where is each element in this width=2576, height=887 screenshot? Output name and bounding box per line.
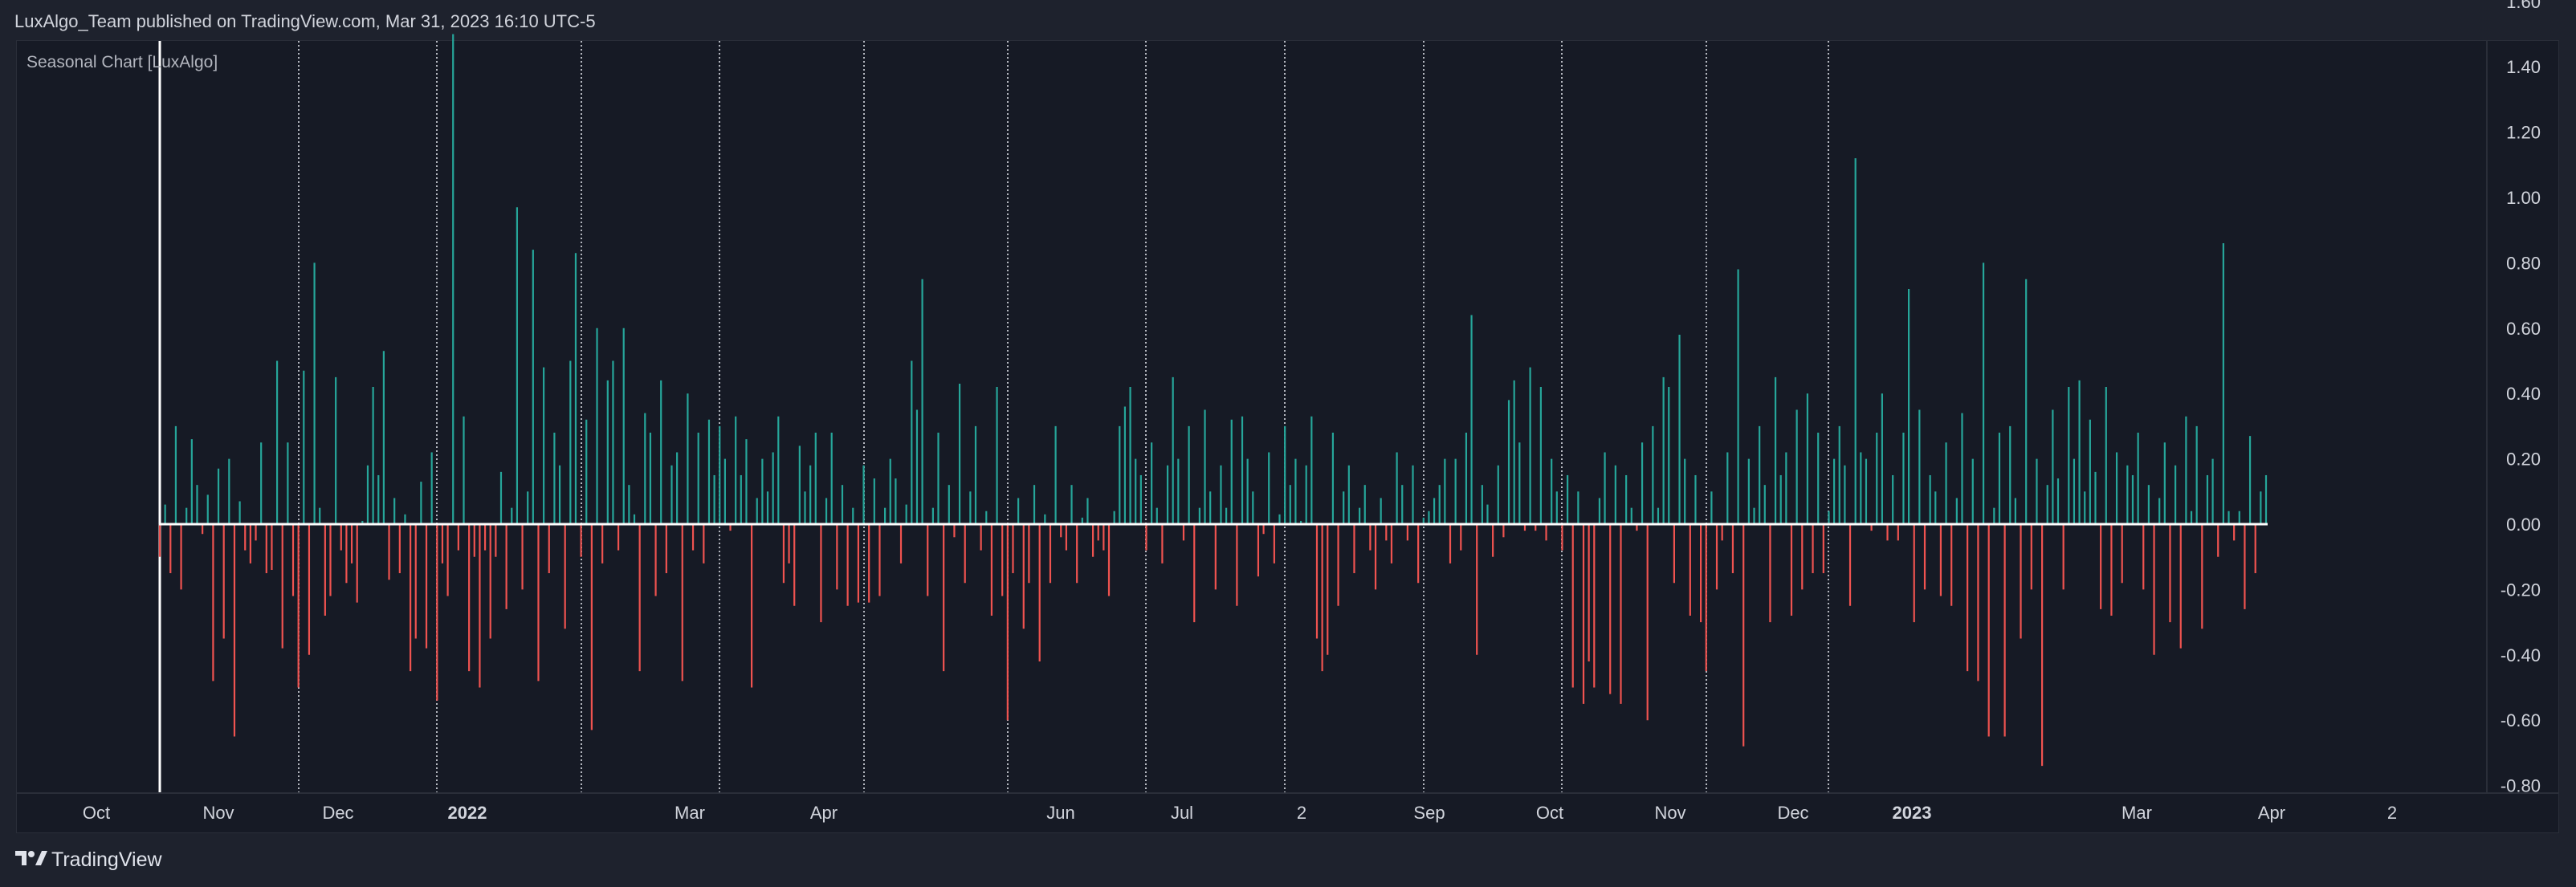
- indicator-title: Seasonal Chart [LuxAlgo]: [26, 53, 218, 71]
- y-tick-label: -0.40: [2501, 645, 2541, 665]
- x-tick-label: 2023: [1893, 803, 1932, 823]
- y-tick-label: 0.80: [2506, 253, 2541, 273]
- publish-info: LuxAlgo_Team published on TradingView.co…: [14, 11, 596, 31]
- x-tick-label: 2: [2387, 803, 2397, 823]
- x-tick-label: Jul: [1171, 803, 1193, 823]
- publish-header: LuxAlgo_Team published on TradingView.co…: [0, 0, 2576, 40]
- x-tick-label: Mar: [2122, 803, 2152, 823]
- x-tick-label: Nov: [202, 803, 234, 823]
- x-tick-label: Sep: [1413, 803, 1445, 823]
- time-axis: Oct Nov Dec 2022 Mar Apr Jun Jul 2 Sep Oct Nov Dec 20…: [16, 792, 2559, 823]
- x-tick-label: Dec: [1777, 803, 1808, 823]
- y-tick-label: 1.20: [2506, 123, 2541, 143]
- y-tick-label: 0.00: [2506, 515, 2541, 535]
- y-tick-label: 1.00: [2506, 188, 2541, 208]
- y-tick-label: -0.20: [2501, 580, 2541, 600]
- x-tick-label: 2: [1297, 803, 1306, 823]
- y-tick-label: 0.20: [2506, 450, 2541, 470]
- x-tick-label: Dec: [322, 803, 353, 823]
- x-tick-label: Oct: [83, 803, 110, 823]
- y-tick-label: 1.40: [2506, 57, 2541, 77]
- price-axis: 1.60 1.40 1.20 1.00 0.80 0.60 0.40 0.20 0.00 -0.2…: [2486, 0, 2541, 796]
- y-tick-label: 0.40: [2506, 384, 2541, 404]
- season-separators: [158, 41, 1829, 792]
- x-tick-label: Apr: [2258, 803, 2285, 823]
- x-tick-label: Mar: [675, 803, 705, 823]
- x-tick-label: Oct: [1536, 803, 1563, 823]
- x-tick-label: Nov: [1654, 803, 1685, 823]
- footer: [0, 833, 2576, 887]
- x-tick-label: Apr: [810, 803, 838, 823]
- x-tick-label: Jun: [1046, 803, 1074, 823]
- tradingview-logo-icon: [15, 851, 47, 865]
- chart-pane[interactable]: [16, 40, 2559, 833]
- y-tick-label: 0.60: [2506, 319, 2541, 339]
- y-tick-label: -0.60: [2501, 710, 2541, 730]
- x-tick-label: 2022: [448, 803, 487, 823]
- bar-series: [158, 34, 2268, 767]
- y-tick-label: 1.60: [2506, 0, 2541, 12]
- footer-brand: TradingView: [51, 848, 162, 871]
